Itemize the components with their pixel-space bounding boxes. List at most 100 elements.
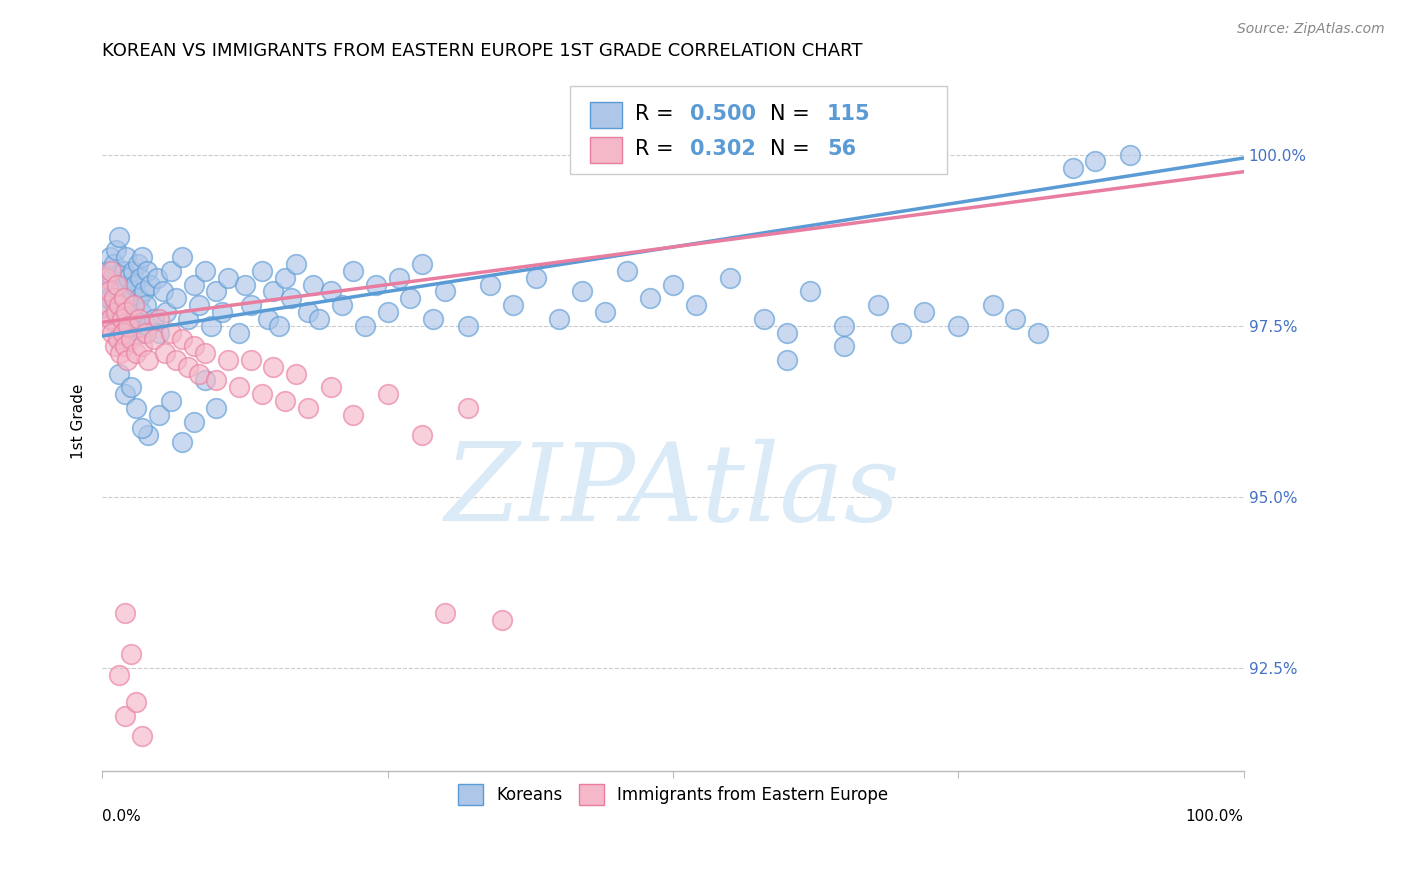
Point <box>98 291 121 305</box>
Point <box>120 285 142 299</box>
Point <box>616 264 638 278</box>
Point <box>188 367 211 381</box>
Point <box>148 326 170 340</box>
Text: 56: 56 <box>827 138 856 159</box>
Point <box>524 270 547 285</box>
Point <box>108 229 131 244</box>
Point <box>135 298 157 312</box>
Point <box>131 339 153 353</box>
FancyBboxPatch shape <box>571 87 948 174</box>
Point <box>115 250 138 264</box>
Point <box>280 291 302 305</box>
Point <box>159 394 181 409</box>
Point <box>159 326 181 340</box>
Point <box>114 387 136 401</box>
Point <box>388 270 411 285</box>
Text: 115: 115 <box>827 103 870 124</box>
Point <box>433 606 456 620</box>
Point <box>250 264 273 278</box>
Point <box>105 277 128 292</box>
Point <box>205 401 228 415</box>
Point <box>832 318 855 333</box>
Point <box>1118 147 1140 161</box>
Point <box>205 374 228 388</box>
Point <box>457 401 479 415</box>
Point <box>250 387 273 401</box>
Point <box>153 346 176 360</box>
Point <box>108 367 131 381</box>
Point <box>134 285 156 299</box>
Point <box>155 305 177 319</box>
Point <box>101 326 124 340</box>
Point <box>115 305 138 319</box>
Point <box>662 277 685 292</box>
Point <box>107 333 129 347</box>
Point <box>342 408 364 422</box>
Point <box>104 244 127 258</box>
Point <box>131 730 153 744</box>
Point <box>177 359 200 374</box>
Point <box>308 311 330 326</box>
Point <box>108 668 131 682</box>
Point <box>502 298 524 312</box>
Point <box>799 285 821 299</box>
Point <box>211 305 233 319</box>
Text: R =: R = <box>636 103 681 124</box>
Point <box>172 333 194 347</box>
Point <box>297 401 319 415</box>
Point <box>399 291 422 305</box>
Point <box>125 401 148 415</box>
Point <box>111 305 134 319</box>
Point <box>117 326 139 340</box>
Point <box>200 318 222 333</box>
Point <box>112 291 135 305</box>
Point <box>131 250 153 264</box>
Point <box>285 257 308 271</box>
Point <box>125 346 148 360</box>
Point <box>172 250 194 264</box>
Point <box>142 333 165 347</box>
Point <box>117 318 139 333</box>
Text: 0.500: 0.500 <box>690 103 756 124</box>
Point <box>101 270 124 285</box>
Point <box>112 264 135 278</box>
Point <box>122 298 145 312</box>
Point <box>1026 326 1049 340</box>
Point <box>205 285 228 299</box>
Point <box>868 298 890 312</box>
Point <box>110 277 132 292</box>
Point <box>104 305 127 319</box>
Point <box>148 311 170 326</box>
Point <box>177 311 200 326</box>
Point <box>110 333 132 347</box>
Point <box>114 291 136 305</box>
Text: N =: N = <box>770 103 817 124</box>
Point <box>104 339 127 353</box>
Point <box>194 374 217 388</box>
Point <box>183 277 205 292</box>
Point <box>165 353 187 368</box>
Point <box>105 318 128 333</box>
Point <box>948 318 970 333</box>
Point <box>718 270 741 285</box>
Point <box>110 346 132 360</box>
Point <box>114 709 136 723</box>
Point <box>103 291 125 305</box>
Point <box>239 298 262 312</box>
Point <box>269 318 291 333</box>
Point <box>172 435 194 450</box>
Text: ZIPAtlas: ZIPAtlas <box>446 439 901 544</box>
Point <box>233 277 256 292</box>
Point <box>120 380 142 394</box>
Point <box>183 339 205 353</box>
Point <box>1062 161 1084 176</box>
Point <box>159 264 181 278</box>
Point <box>129 305 152 319</box>
Point <box>108 298 131 312</box>
Point <box>120 333 142 347</box>
Point <box>256 311 278 326</box>
Point <box>121 318 143 333</box>
Point <box>330 298 353 312</box>
Point <box>128 291 150 305</box>
Point <box>124 277 146 292</box>
